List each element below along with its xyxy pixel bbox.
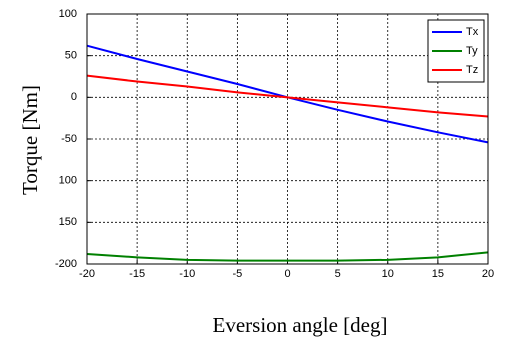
x-axis-label: Eversion angle [deg]: [213, 313, 388, 337]
x-tick-label: 15: [432, 268, 444, 280]
y-tick-label: -200: [55, 258, 77, 270]
series-line: [86, 251, 489, 262]
y-tick-label: 100: [59, 8, 77, 20]
legend-label: Ty: [466, 45, 478, 57]
x-tick-label: 20: [482, 268, 494, 280]
x-tick-label: -10: [179, 268, 195, 280]
x-tick-label: 5: [335, 268, 341, 280]
x-tick-label: 10: [382, 268, 394, 280]
x-tick-label: -20: [79, 268, 95, 280]
y-tick-label: 50: [65, 50, 77, 62]
x-tick-label: -15: [129, 268, 145, 280]
plot-frame: [86, 13, 489, 265]
x-tick-label: 0: [284, 268, 290, 280]
y-tick-label: 0: [71, 91, 77, 103]
legend-label: Tx: [466, 26, 479, 38]
legend-label: Tz: [466, 64, 478, 76]
y-tick-label: 100: [59, 175, 77, 187]
y-tick-label: 150: [59, 216, 77, 228]
series-line: [86, 74, 489, 118]
y-tick-label: -50: [61, 133, 77, 145]
y-axis-label: Torque [Nm]: [18, 85, 42, 195]
x-tick-label: -5: [232, 268, 242, 280]
